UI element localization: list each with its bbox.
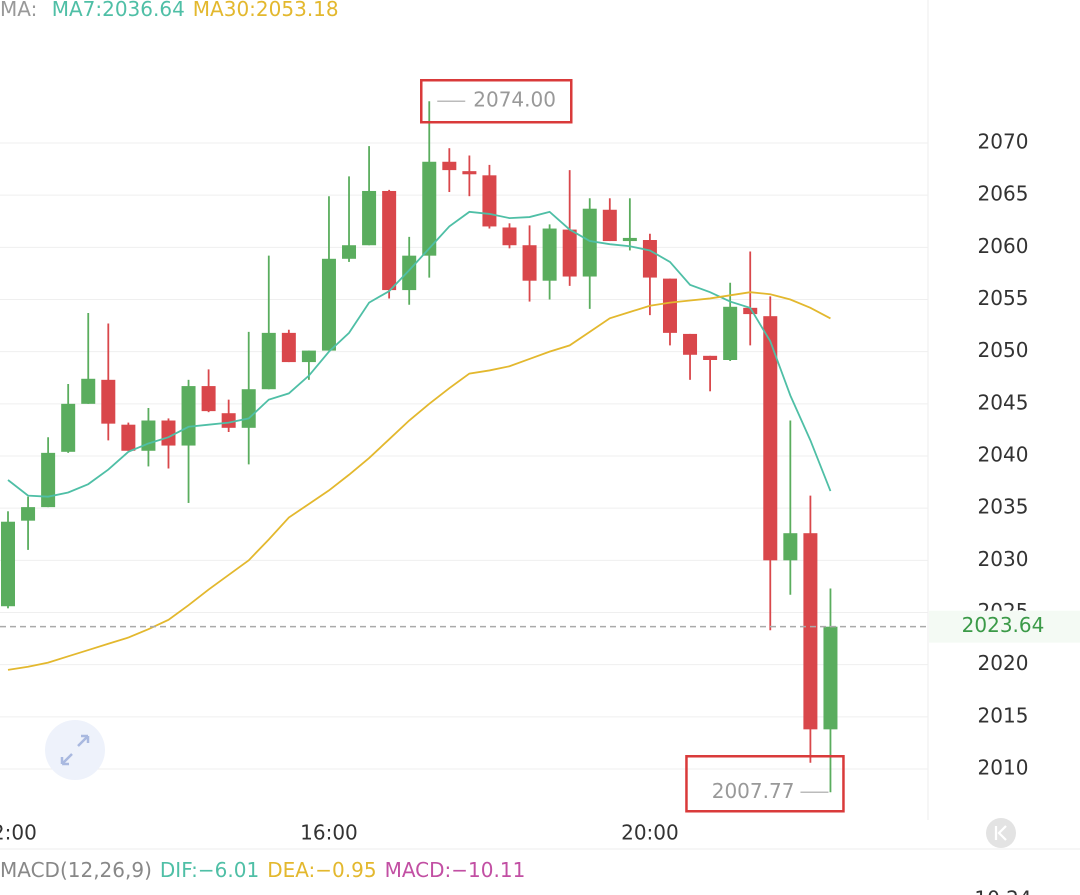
candle-body bbox=[422, 161, 437, 256]
candle-body bbox=[823, 626, 838, 730]
candle-body bbox=[161, 420, 176, 446]
candle-body bbox=[121, 424, 136, 451]
candle-body bbox=[703, 355, 718, 360]
low-highlight bbox=[685, 755, 845, 813]
candle-body bbox=[482, 175, 497, 227]
expand-button[interactable] bbox=[45, 720, 105, 780]
candle-body bbox=[683, 333, 698, 355]
candle-body bbox=[522, 245, 537, 281]
y-tick-label: 2055 bbox=[978, 286, 1029, 310]
y-tick-label: 2040 bbox=[978, 442, 1029, 466]
collapse-button[interactable] bbox=[986, 818, 1016, 848]
candle-body bbox=[582, 208, 597, 277]
candle-body bbox=[442, 161, 457, 171]
candle-body bbox=[662, 278, 677, 333]
last-price-label: 2023.64 bbox=[962, 613, 1045, 637]
candle-body bbox=[321, 258, 336, 351]
candle-body bbox=[562, 229, 577, 277]
candle-body bbox=[723, 306, 738, 360]
candle-body bbox=[763, 316, 778, 561]
ma-prefix: MA: bbox=[0, 0, 38, 21]
candle-body bbox=[783, 533, 798, 561]
candle-body bbox=[462, 171, 477, 175]
candle-body bbox=[362, 190, 377, 246]
ma-legend-item: MA30:2053.18 bbox=[192, 0, 339, 21]
ma-legend: MA: MA7:2036.64 MA30:2053.18 bbox=[0, 0, 347, 21]
macd-legend-item: MACD(12,26,9) bbox=[0, 858, 152, 882]
y-tick-label: 2070 bbox=[978, 129, 1029, 153]
candle-body bbox=[622, 237, 637, 242]
candle-body bbox=[803, 533, 818, 730]
candle-body bbox=[81, 378, 96, 404]
y-tick-label: 2035 bbox=[978, 495, 1029, 519]
high-highlight bbox=[420, 78, 573, 124]
candle-body bbox=[61, 403, 76, 452]
expand-bg[interactable] bbox=[45, 720, 105, 780]
macd-legend-item: MACD:−10.11 bbox=[384, 858, 526, 882]
macd-legend: MACD(12,26,9) DIF:−6.01 DEA:−0.95 MACD:−10.… bbox=[0, 858, 533, 882]
x-tick-label: 16:00 bbox=[300, 821, 358, 845]
high-label: 2074.00 bbox=[473, 88, 556, 112]
candle-body bbox=[402, 255, 417, 291]
x-tick-label: 12:00 bbox=[0, 821, 37, 845]
ma-line bbox=[7, 210, 832, 498]
last-price-box bbox=[929, 610, 1080, 643]
candle-body bbox=[221, 413, 236, 428]
candle-body bbox=[542, 228, 557, 281]
candle-body bbox=[21, 507, 36, 521]
y-tick-label: 2060 bbox=[978, 234, 1029, 258]
y-tick-label: 2045 bbox=[978, 390, 1029, 414]
candle-body bbox=[1, 521, 15, 607]
collapse-bg[interactable] bbox=[986, 818, 1016, 848]
x-tick-label: 20:00 bbox=[621, 821, 679, 845]
corner-value: 10.24 bbox=[974, 887, 1031, 895]
y-tick-label: 2015 bbox=[978, 703, 1029, 727]
candle-body bbox=[261, 332, 276, 390]
candle-body bbox=[301, 350, 316, 363]
candle-body bbox=[382, 190, 397, 291]
candle-body bbox=[101, 379, 116, 424]
macd-legend-item: DEA:−0.95 bbox=[267, 858, 377, 882]
candle-body bbox=[241, 389, 256, 428]
candle-body bbox=[281, 332, 296, 363]
candle-body bbox=[201, 386, 216, 412]
expand-icon[interactable] bbox=[60, 734, 90, 766]
y-tick-label: 2030 bbox=[978, 547, 1029, 571]
candle-body bbox=[181, 386, 196, 446]
candle-body bbox=[743, 307, 758, 315]
ma-legend-item: MA7:2036.64 bbox=[51, 0, 185, 21]
candle-body bbox=[642, 240, 657, 278]
candle-body bbox=[502, 227, 517, 246]
y-tick-label: 2010 bbox=[978, 755, 1029, 779]
collapse-icon[interactable] bbox=[994, 825, 1007, 841]
low-label: 2007.77 bbox=[712, 779, 795, 803]
y-tick-label: 2050 bbox=[978, 338, 1029, 362]
candle-body bbox=[342, 245, 357, 259]
macd-legend-item: DIF:−6.01 bbox=[159, 858, 260, 882]
ma-line bbox=[7, 291, 831, 671]
y-tick-label: 2065 bbox=[978, 182, 1029, 206]
candle-body bbox=[41, 452, 56, 508]
y-tick-label: 2020 bbox=[978, 651, 1029, 675]
candle-body bbox=[602, 209, 617, 242]
